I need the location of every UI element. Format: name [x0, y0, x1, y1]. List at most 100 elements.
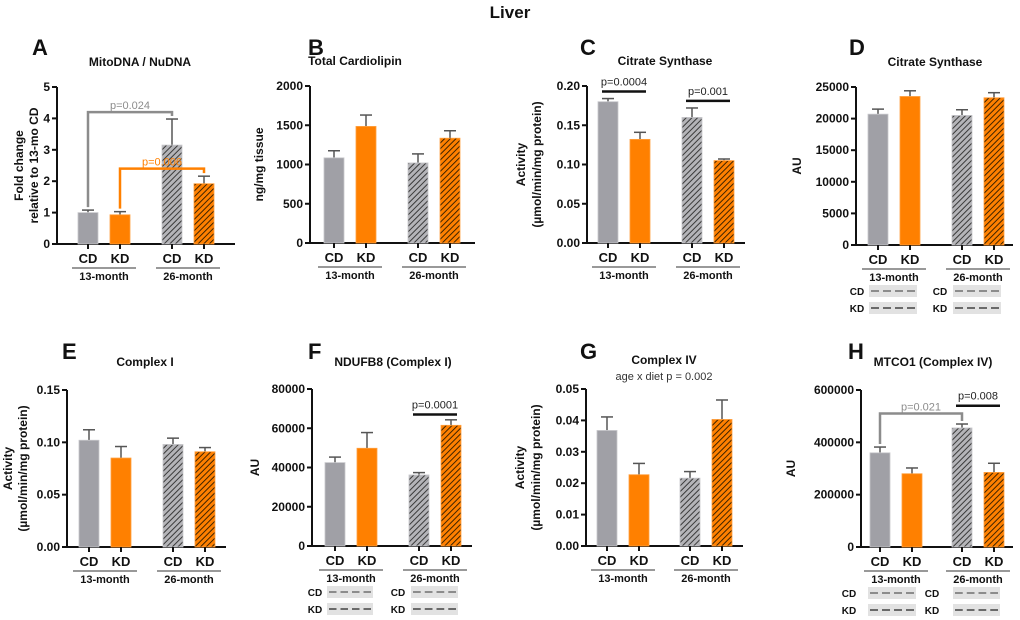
blot-row-label: KD	[308, 605, 322, 616]
bar	[324, 462, 346, 547]
y-tick-label: 0.10	[37, 435, 61, 449]
blot-band	[340, 591, 348, 593]
x-tick-label: KD	[442, 553, 461, 568]
y-tick-label: 0.15	[37, 383, 61, 397]
blot-band	[955, 592, 963, 594]
x-tick-label: CD	[410, 553, 429, 568]
x-tick-label: CD	[163, 251, 182, 266]
p-value-label: p=0.021	[901, 402, 941, 414]
blot-image	[411, 586, 458, 598]
panel-letter: E	[62, 339, 77, 364]
panel-title: Complex IV	[631, 353, 696, 367]
y-tick-label: 25000	[816, 80, 850, 94]
y-axis-label: (µmol/min/mg protein)	[529, 404, 543, 530]
x-tick-label: CD	[326, 553, 345, 568]
x-tick-label: KD	[357, 250, 376, 265]
y-tick-label: 0.00	[557, 236, 581, 250]
bar	[597, 101, 619, 244]
significance-bracket	[86, 110, 174, 208]
y-axis-label: Fold change	[12, 130, 26, 201]
y-tick-label: 600000	[814, 383, 854, 397]
x-tick-label: CD	[599, 250, 618, 265]
y-tick-label: 0.00	[556, 539, 580, 553]
y-tick-label: 15000	[816, 143, 850, 157]
y-tick-label: 0.02	[556, 476, 580, 490]
x-tick-label: CD	[409, 250, 428, 265]
bar	[439, 137, 461, 244]
blot-band	[967, 307, 975, 309]
y-tick-label: 0.10	[557, 158, 581, 172]
blot-band	[871, 307, 879, 309]
blot-image	[868, 604, 916, 616]
blot-band	[907, 307, 915, 309]
panel-letter: H	[848, 339, 864, 364]
y-tick-label: 0.05	[556, 382, 580, 396]
bar	[109, 214, 131, 245]
blot-image	[953, 302, 1001, 314]
x-tick-label: KD	[358, 553, 377, 568]
bar	[711, 419, 733, 547]
bar	[408, 474, 430, 547]
bar	[869, 452, 891, 548]
panel-letter: G	[580, 339, 597, 364]
p-value-label: p=0.0004	[601, 76, 647, 88]
bar	[162, 444, 184, 548]
p-value-label: p=0.024	[110, 100, 150, 112]
panel-title: MitoDNA / NuDNA	[89, 55, 192, 69]
x-tick-label: CD	[681, 553, 700, 568]
blot-band	[894, 592, 902, 594]
blot-band	[448, 591, 456, 593]
blot-band	[894, 609, 902, 611]
y-axis-label: ng/mg tissue	[252, 127, 266, 201]
panel-letter: B	[308, 35, 324, 60]
x-tick-label: KD	[985, 554, 1004, 569]
y-tick-label: 1500	[276, 118, 303, 132]
blot-band	[340, 608, 348, 610]
y-tick-label: 60000	[272, 421, 306, 435]
blot-band	[895, 290, 903, 292]
bar	[629, 138, 651, 244]
blot-band	[870, 609, 878, 611]
blot-row-label: KD	[391, 605, 405, 616]
panel-title: NDUFB8 (Complex I)	[334, 355, 451, 369]
y-tick-label: 80000	[272, 382, 306, 396]
blot-band	[955, 609, 963, 611]
blot-band	[882, 592, 890, 594]
x-tick-label: CD	[79, 251, 98, 266]
blot-band	[978, 609, 987, 611]
panel-letter: C	[580, 35, 596, 60]
y-tick-label: 0	[842, 238, 849, 252]
blot-image	[411, 603, 458, 615]
blot-band	[906, 609, 914, 611]
group-label: 13-month	[871, 574, 921, 586]
y-tick-label: 500	[283, 197, 303, 211]
bar	[681, 117, 703, 244]
blot-band	[329, 591, 337, 593]
bar	[596, 430, 618, 547]
x-tick-label: KD	[111, 251, 130, 266]
panel-letter: F	[308, 339, 321, 364]
blot-band	[883, 290, 891, 292]
x-tick-label: CD	[871, 554, 890, 569]
x-tick-label: CD	[325, 250, 344, 265]
blot-band	[363, 608, 371, 610]
x-tick-label: KD	[441, 250, 460, 265]
panel-c: C Citrate Synthase Activity (µmol/min/mg pr…	[514, 35, 745, 282]
y-tick-label: 40000	[272, 461, 306, 475]
blot-band	[990, 609, 998, 611]
bar	[951, 115, 973, 246]
bar	[983, 472, 1005, 548]
x-tick-label: KD	[112, 554, 131, 569]
y-tick-label: 0.00	[37, 540, 61, 554]
y-tick-label: 2	[43, 174, 50, 188]
y-tick-label: 10000	[816, 175, 850, 189]
x-tick-label: CD	[683, 250, 702, 265]
group-label: 13-month	[598, 573, 648, 585]
bar	[951, 427, 973, 548]
y-tick-label: 5	[43, 80, 50, 94]
x-tick-label: KD	[985, 252, 1004, 267]
group-label: 13-month	[325, 270, 375, 282]
panel-title: Citrate Synthase	[888, 55, 983, 69]
